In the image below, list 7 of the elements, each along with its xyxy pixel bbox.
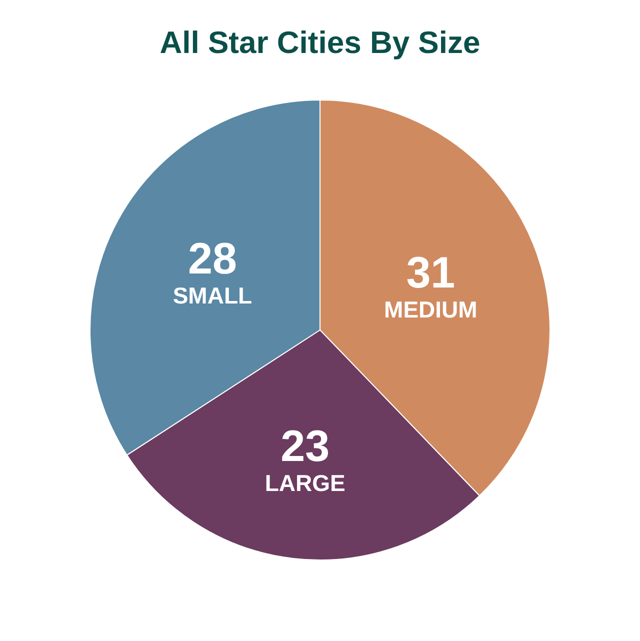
data-label: 23 xyxy=(280,422,330,472)
slice-label: MEDIUM xyxy=(384,296,478,322)
slice-label: SMALL xyxy=(172,282,252,308)
data-label: 28 xyxy=(188,234,237,284)
data-label: 31 xyxy=(406,248,456,298)
slice-label: LARGE xyxy=(264,470,346,496)
chart-title: All Star Cities By Size xyxy=(160,24,480,60)
